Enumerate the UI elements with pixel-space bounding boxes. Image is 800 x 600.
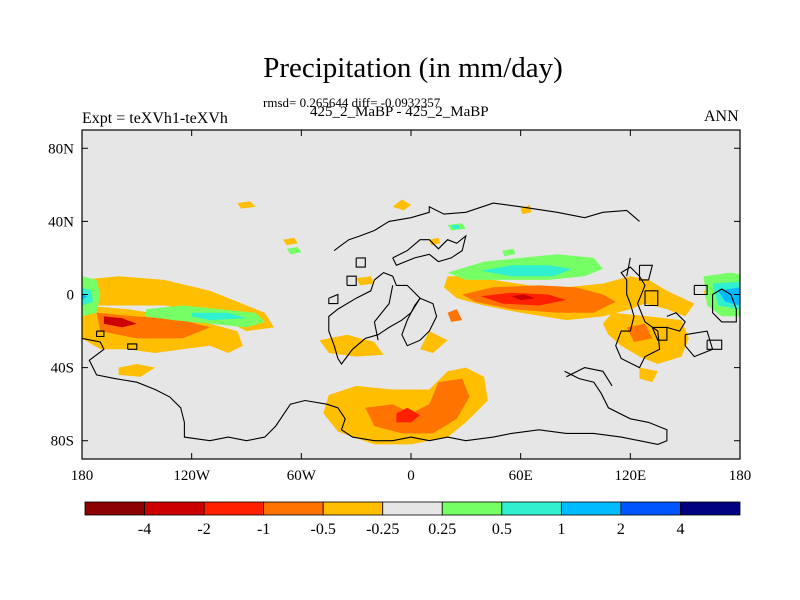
contour-region-29 [191,312,247,321]
coastline-17 [644,290,659,307]
coastline-7 [392,234,467,267]
contour-region-31 [480,265,572,277]
contour-regions [82,199,740,445]
contour-region-24 [429,237,441,246]
colorbar-label-8: 2 [617,521,625,538]
colorbar-label-2: -1 [257,521,270,538]
x-tick-label-6: 180 [729,468,752,484]
contour-region-34 [286,247,302,255]
chart-title: Precipitation (in mm/day) [263,52,563,84]
contour-region-19 [392,199,411,211]
experiment-label: Expt = teXVh1-teXVh [82,110,228,127]
coastline-4 [346,275,357,286]
contour-region-20 [237,201,256,209]
colorbar-label-7: 1 [557,521,565,538]
colorbar-label-9: 4 [676,521,684,538]
coastline-9 [374,202,640,231]
coastline-12 [615,266,661,369]
colorbar-label-3: -0.5 [311,521,336,538]
y-axis-ticks: 80N 40N 0 40S 80S [48,141,740,450]
colorbar-swatch-3 [263,501,324,516]
coastline-14 [666,312,686,332]
colorbar-label-0: -4 [138,521,151,538]
x-tick-label-3: 0 [407,468,415,484]
coastline-20 [684,330,714,358]
contour-region-23 [520,204,532,215]
colorbar-swatch-4 [322,501,384,516]
colorbar-label-1: -2 [197,521,210,538]
coastline-8 [401,297,438,347]
contour-region-2 [118,364,156,377]
colorbar: -4 -2 -1 -0.5 -0.25 0.25 0.5 1 2 4 [84,501,741,538]
y-tick-label-2: 0 [67,288,75,304]
coastline-16 [638,264,654,281]
colorbar-swatch-5 [382,501,443,516]
coastline-13 [651,326,668,341]
coastline-10 [333,229,375,252]
contour-region-3 [96,312,210,339]
coastline-21 [706,339,723,350]
x-axis-ticks: 180 120W 60W 0 60E 120E 180 [71,130,752,484]
contour-region-26 [82,287,93,306]
y-tick-label-4: 80S [51,434,74,450]
contour-region-8 [365,378,470,434]
x-tick-label-0: 180 [71,468,94,484]
chart-subtitle: 425_2_MaBP - 425_2_MaBP [310,104,489,120]
x-tick-label-5: 120E [614,468,646,484]
x-tick-label-2: 60W [287,468,317,484]
contour-region-27 [82,294,88,300]
y-tick-label-1: 40N [48,214,74,230]
y-tick-label-3: 40S [51,361,74,377]
contour-region-38 [718,287,740,306]
colorbar-swatch-2 [203,501,265,516]
coastline-0 [82,337,668,445]
colorbar-swatch-10 [680,501,741,516]
contour-region-9 [396,407,421,423]
contour-region-12 [639,367,658,383]
coastline-5 [355,257,366,268]
colorbar-label-6: 0.5 [492,521,512,538]
colorbar-label-5: 0.25 [428,521,456,538]
contour-region-22 [356,276,375,286]
colorbar-swatch-7 [501,501,562,516]
contour-region-4 [103,316,137,328]
contour-region-17 [626,323,653,342]
colorbar-label-4: -0.25 [366,521,399,538]
colorbar-swatch-1 [144,501,205,516]
colorbar-swatch-0 [84,501,145,516]
x-tick-label-1: 120W [173,468,211,484]
contour-region-16 [511,294,536,300]
colorbar-swatch-9 [620,501,681,516]
y-tick-label-0: 80N [48,141,74,157]
coastline-15 [626,257,631,277]
contour-region-18 [447,309,463,322]
coastlines [82,202,737,445]
coastline-19 [712,288,737,323]
coastline-3 [328,293,339,305]
contour-region-35 [502,248,516,257]
coastline-2 [127,343,138,350]
season-label: ANN [704,108,739,125]
contour-region-33 [451,225,461,229]
colorbar-swatch-8 [560,501,622,516]
coastline-11 [373,285,394,341]
contour-region-6 [420,331,448,353]
x-tick-label-4: 60E [509,468,533,484]
rmsd-diff-stats: rmsd= 0.265644 diff= -0.0932357 [263,95,441,110]
contour-region-21 [283,237,298,246]
coastline-22 [566,367,613,387]
coastline-18 [693,284,708,296]
coastline-6 [328,271,421,365]
coastline-1 [96,330,105,338]
colorbar-swatch-6 [441,501,503,516]
